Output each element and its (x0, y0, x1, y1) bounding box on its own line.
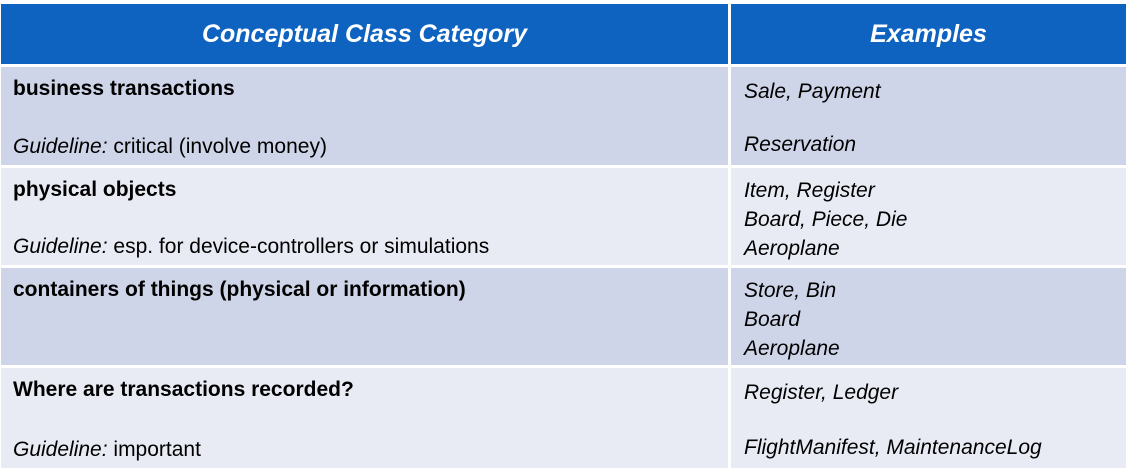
example-text: FlightManifest, MaintenanceLog (744, 436, 1042, 459)
category-label: containers of things (physical or inform… (13, 278, 466, 301)
conceptual-class-table: Conceptual Class Category Examples busin… (1, 4, 1126, 468)
table-row-category: physical objects Guideline: esp. for dev… (1, 168, 728, 265)
guideline-text: Guideline: esp. for device-controllers o… (13, 235, 489, 259)
category-label: business transactions (13, 77, 235, 100)
table-row-examples: Store, Bin Board Aeroplane (731, 268, 1126, 365)
example-text: Item, Register (744, 179, 875, 202)
guideline-text: Guideline: critical (involve money) (13, 135, 327, 159)
example-text: Reservation (744, 133, 857, 156)
table-row-examples: Sale, Payment Reservation (731, 67, 1126, 165)
table-row-category: business transactions Guideline: critica… (1, 67, 728, 165)
table-row-examples: Item, Register Board, Piece, Die Aeropla… (731, 168, 1126, 265)
table-row-examples: Register, Ledger FlightManifest, Mainten… (731, 368, 1126, 468)
table-row-category: containers of things (physical or inform… (1, 268, 728, 365)
guideline-value: important (107, 438, 201, 461)
guideline-value: esp. for device-controllers or simulatio… (107, 235, 490, 258)
guideline-value: critical (involve money) (107, 135, 327, 158)
guideline-text: Guideline: important (13, 438, 201, 462)
header-category: Conceptual Class Category (1, 4, 728, 64)
header-examples: Examples (731, 4, 1126, 64)
guideline-label: Guideline: (13, 135, 108, 158)
guideline-label: Guideline: (13, 235, 108, 258)
guideline-label: Guideline: (13, 438, 108, 461)
table-row-category: Where are transactions recorded? Guideli… (1, 368, 728, 468)
example-text: Aeroplane (744, 337, 840, 360)
category-label: physical objects (13, 178, 177, 201)
example-text: Sale, Payment (744, 80, 881, 103)
example-text: Board, Piece, Die (744, 208, 908, 231)
example-text: Aeroplane (744, 237, 840, 260)
example-text: Board (744, 308, 801, 331)
example-text: Store, Bin (744, 279, 837, 302)
category-label: Where are transactions recorded? (13, 378, 354, 401)
example-text: Register, Ledger (744, 381, 899, 404)
